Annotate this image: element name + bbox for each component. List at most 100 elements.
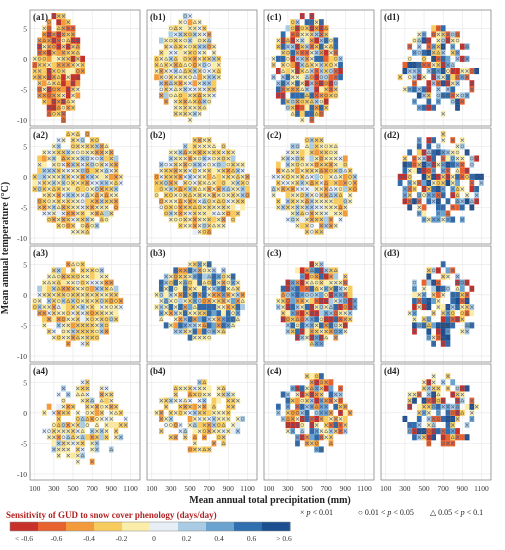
significance-marker-x xyxy=(436,44,441,49)
heatmap-cell xyxy=(328,68,334,75)
significance-marker-x xyxy=(231,193,235,197)
significance-marker-circle xyxy=(324,75,328,79)
significance-marker-x xyxy=(441,81,445,86)
heatmap-cell xyxy=(197,422,202,429)
panel-label: (b2) xyxy=(150,130,166,140)
significance-marker-x xyxy=(61,99,66,104)
significance-marker-x xyxy=(52,150,56,155)
significance-marker-triangle xyxy=(216,68,221,73)
heatmap-cell xyxy=(230,216,236,223)
significance-marker-x xyxy=(319,38,324,43)
heatmap-cell xyxy=(104,216,109,223)
heatmap-cell xyxy=(211,310,217,317)
x-tick-label: 500 xyxy=(67,484,79,493)
significance-marker-x xyxy=(66,75,71,79)
y-tick-label: 0 xyxy=(23,173,27,182)
heatmap-cell xyxy=(80,55,85,62)
significance-marker-x xyxy=(109,150,114,155)
heatmap-cell xyxy=(221,310,226,317)
significance-marker-x xyxy=(42,63,47,67)
significance-marker-x xyxy=(300,14,305,18)
significance-marker-circle xyxy=(446,69,450,73)
heatmap-cell xyxy=(338,198,343,205)
significance-marker-x xyxy=(271,63,276,67)
significance-marker-x xyxy=(188,187,192,191)
significance-marker-x xyxy=(66,156,71,161)
y-tick-label: -10 xyxy=(17,234,27,243)
significance-marker-circle xyxy=(470,69,474,73)
significance-marker-x xyxy=(314,44,319,49)
significance-marker-circle xyxy=(460,44,465,49)
significance-marker-x xyxy=(178,75,183,79)
significance-marker-x xyxy=(290,211,295,216)
significance-marker-x xyxy=(412,75,417,79)
heatmap-cell xyxy=(323,385,329,392)
significance-marker-circle xyxy=(188,181,192,185)
significance-marker-x xyxy=(300,50,305,55)
panel-label: (d1) xyxy=(384,12,400,22)
panel-frame xyxy=(263,9,375,127)
significance-marker-x xyxy=(221,150,226,155)
heatmap-cell xyxy=(94,409,100,416)
heatmap-cell xyxy=(285,104,291,111)
significance-marker-x xyxy=(183,181,188,185)
significance-marker-x xyxy=(276,69,281,73)
x-tick-label: 700 xyxy=(321,484,333,493)
heatmap-cell xyxy=(37,198,42,205)
significance-marker-x xyxy=(193,181,197,185)
significance-marker-x xyxy=(42,87,47,92)
significance-marker-x xyxy=(76,175,80,179)
significance-marker-x xyxy=(56,181,61,185)
significance-marker-circle xyxy=(422,57,426,61)
heatmap-cell xyxy=(46,25,52,32)
significance-marker-circle xyxy=(159,199,164,204)
heatmap-cell xyxy=(178,192,183,199)
heatmap-cell xyxy=(211,397,217,404)
significance-marker-x xyxy=(114,168,118,173)
significance-marker-x xyxy=(66,32,71,37)
significance-marker-x xyxy=(47,175,51,179)
significance-marker-x xyxy=(95,168,99,173)
panel-c1: (c1) xyxy=(263,9,375,127)
heatmap-cell xyxy=(440,25,446,32)
significance-marker-circle xyxy=(52,87,56,92)
significance-marker-x xyxy=(333,75,338,79)
significance-marker-triangle xyxy=(328,44,334,49)
heatmap-cell xyxy=(56,403,62,410)
panel-c4: (c4)100 300 500 700 900 1100 xyxy=(263,363,375,493)
heatmap-cell xyxy=(51,86,57,93)
significance-marker-circle xyxy=(333,81,338,86)
heatmap-cell xyxy=(206,43,212,50)
significance-marker-x xyxy=(66,199,71,204)
heatmap-cell xyxy=(290,110,296,117)
significance-marker-x xyxy=(188,118,192,122)
significance-marker-x xyxy=(202,50,207,55)
significance-marker-x xyxy=(95,144,99,149)
x-tick-label: 1100 xyxy=(240,484,255,493)
significance-marker-x xyxy=(403,69,407,73)
significance-marker-x xyxy=(197,175,202,179)
heatmap-cell xyxy=(104,167,109,174)
significance-marker-x xyxy=(245,175,250,179)
significance-marker-x xyxy=(202,175,207,179)
heatmap-cell xyxy=(407,149,413,156)
heatmap-cell xyxy=(323,216,329,223)
heatmap-cell xyxy=(221,192,226,199)
significance-marker-x xyxy=(173,99,178,104)
significance-marker-circle xyxy=(169,26,173,31)
heatmap-cell xyxy=(99,173,105,180)
significance-marker-circle xyxy=(37,87,42,92)
heatmap-cell xyxy=(192,279,198,286)
heatmap-cell xyxy=(459,92,465,99)
significance-marker-x xyxy=(281,44,285,49)
significance-marker-x xyxy=(193,162,197,167)
significance-marker-x xyxy=(164,193,168,197)
significance-marker-x xyxy=(188,175,192,179)
heatmap-cell xyxy=(56,19,62,26)
significance-marker-circle xyxy=(295,32,300,37)
significance-marker-x xyxy=(324,38,328,43)
significance-marker-x xyxy=(42,187,47,191)
significance-marker-x xyxy=(164,168,168,173)
significance-marker-triangle xyxy=(207,180,212,185)
significance-marker-x xyxy=(295,26,300,31)
